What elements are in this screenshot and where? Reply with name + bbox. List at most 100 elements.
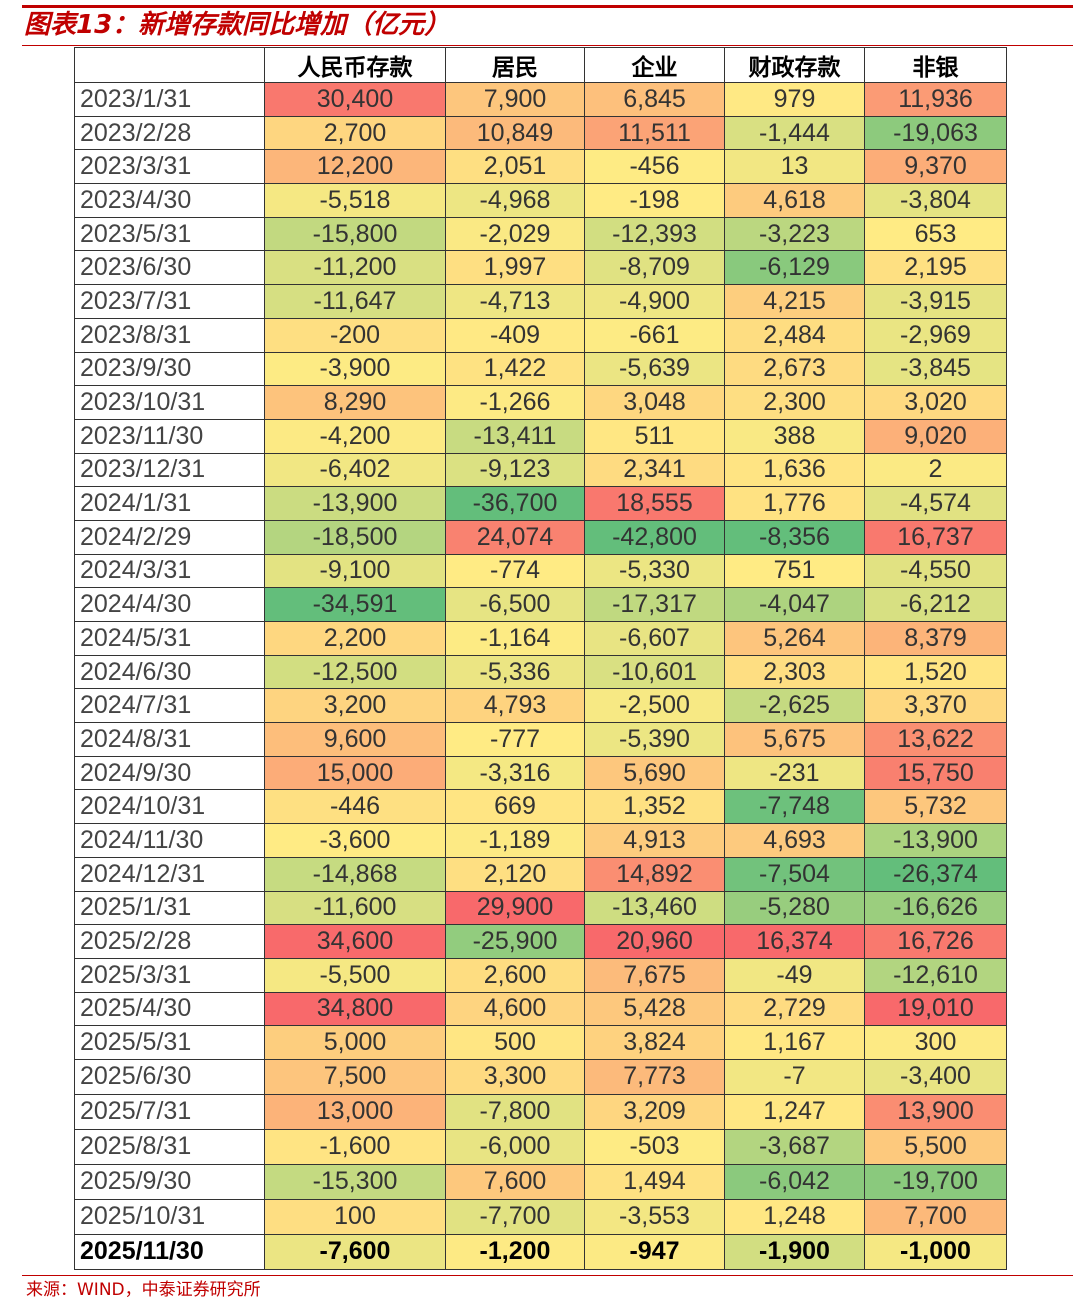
cell-non-bank: -13,900: [864, 823, 1007, 858]
cell-non-bank: 8,379: [864, 621, 1007, 656]
cell-corporate: -5,639: [584, 351, 725, 387]
cell-non-bank: 15,750: [864, 755, 1007, 791]
cell-corporate: -13,460: [584, 890, 725, 926]
cell-non-bank: 3,370: [864, 688, 1007, 724]
table-body: 2023/1/31 30,400 7,900 6,845 979 11,936 2023/2…: [74, 82, 1007, 1270]
bottom-rule: [22, 1275, 1073, 1276]
cell-corporate: -4,900: [584, 284, 725, 319]
cell-date: 2024/1/31: [74, 486, 265, 521]
cell-non-bank: 300: [864, 1025, 1007, 1060]
cell-rmb-deposits: -34,591: [264, 587, 446, 622]
cell-rmb-deposits: -14,868: [264, 856, 446, 892]
cell-rmb-deposits: -13,900: [264, 486, 446, 521]
cell-non-bank: 5,500: [864, 1128, 1007, 1165]
cell-non-bank: 9,370: [864, 149, 1007, 185]
cell-household: 24,074: [445, 519, 585, 555]
cell-non-bank: 13,900: [864, 1093, 1007, 1130]
cell-fiscal-deposits: 2,300: [724, 385, 865, 420]
cell-household: -6,000: [445, 1128, 585, 1165]
table-row: 2023/8/31 -200 -409 -661 2,484 -2,969: [74, 317, 1007, 353]
cell-corporate: -947: [584, 1233, 725, 1270]
cell-rmb-deposits: 34,800: [264, 991, 446, 1027]
cell-date: 2024/2/29: [74, 519, 265, 555]
cell-rmb-deposits: 12,200: [264, 149, 446, 185]
cell-household: -4,968: [445, 183, 585, 218]
cell-fiscal-deposits: -49: [724, 957, 865, 993]
cell-household: 1,422: [445, 351, 585, 387]
cell-fiscal-deposits: 2,484: [724, 317, 865, 353]
cell-date: 2024/6/30: [74, 654, 265, 690]
cell-date: 2024/5/31: [74, 621, 265, 656]
table-row: 2025/11/30 -7,600 -1,200 -947 -1,900 -1,000: [74, 1233, 1007, 1270]
cell-non-bank: -3,400: [864, 1058, 1007, 1095]
cell-date: 2025/8/31: [74, 1128, 265, 1165]
cell-corporate: 511: [584, 418, 725, 454]
cell-household: 7,900: [445, 82, 585, 117]
cell-rmb-deposits: 2,200: [264, 621, 446, 656]
cell-non-bank: 19,010: [864, 991, 1007, 1027]
cell-corporate: 3,824: [584, 1025, 725, 1060]
table-row: 2024/9/30 15,000 -3,316 5,690 -231 15,750: [74, 755, 1007, 791]
cell-date: 2025/9/30: [74, 1163, 265, 1200]
table-row: 2025/7/31 13,000 -7,800 3,209 1,247 13,900: [74, 1093, 1007, 1130]
cell-date: 2023/2/28: [74, 115, 265, 151]
header-fiscal-deposits: 财政存款: [724, 47, 865, 83]
table-row: 2024/2/29 -18,500 24,074 -42,800 -8,356 16,73…: [74, 519, 1007, 555]
cell-fiscal-deposits: -5,280: [724, 890, 865, 926]
cell-fiscal-deposits: -7: [724, 1058, 865, 1095]
cell-date: 2025/6/30: [74, 1058, 265, 1095]
cell-date: 2024/12/31: [74, 856, 265, 892]
deposit-table: 人民币存款 居民 企业 财政存款 非银 2023/1/31 30,400 7,900…: [74, 47, 1007, 1270]
cell-corporate: -503: [584, 1128, 725, 1165]
cell-fiscal-deposits: 388: [724, 418, 865, 454]
cell-household: -5,336: [445, 654, 585, 690]
cell-corporate: 5,690: [584, 755, 725, 791]
cell-fiscal-deposits: -1,444: [724, 115, 865, 151]
cell-non-bank: 16,726: [864, 924, 1007, 959]
cell-date: 2024/8/31: [74, 722, 265, 757]
cell-rmb-deposits: -15,300: [264, 1163, 446, 1200]
cell-rmb-deposits: -4,200: [264, 418, 446, 454]
cell-date: 2023/11/30: [74, 418, 265, 454]
cell-household: 10,849: [445, 115, 585, 151]
cell-household: -7,800: [445, 1093, 585, 1130]
cell-corporate: -8,709: [584, 250, 725, 286]
table-row: 2024/10/31 -446 669 1,352 -7,748 5,732: [74, 789, 1007, 825]
cell-household: -777: [445, 722, 585, 757]
cell-rmb-deposits: 15,000: [264, 755, 446, 791]
table-row: 2024/3/31 -9,100 -774 -5,330 751 -4,550: [74, 553, 1007, 589]
cell-non-bank: -4,550: [864, 553, 1007, 589]
cell-corporate: -17,317: [584, 587, 725, 622]
cell-household: 2,120: [445, 856, 585, 892]
cell-household: -7,700: [445, 1198, 585, 1235]
cell-household: -774: [445, 553, 585, 589]
cell-rmb-deposits: 3,200: [264, 688, 446, 724]
cell-corporate: -10,601: [584, 654, 725, 690]
cell-corporate: 14,892: [584, 856, 725, 892]
table-row: 2025/5/31 5,000 500 3,824 1,167 300: [74, 1025, 1007, 1060]
cell-non-bank: 7,700: [864, 1198, 1007, 1235]
table-row: 2025/3/31 -5,500 2,600 7,675 -49 -12,610: [74, 957, 1007, 993]
table-header-row: 人民币存款 居民 企业 财政存款 非银: [74, 47, 1007, 83]
cell-rmb-deposits: -3,600: [264, 823, 446, 858]
cell-fiscal-deposits: 2,673: [724, 351, 865, 387]
header-corporate: 企业: [584, 47, 725, 83]
header-rmb-deposits: 人民币存款: [264, 47, 446, 83]
cell-fiscal-deposits: 1,248: [724, 1198, 865, 1235]
cell-fiscal-deposits: 2,303: [724, 654, 865, 690]
cell-rmb-deposits: -7,600: [264, 1233, 446, 1270]
cell-rmb-deposits: 34,600: [264, 924, 446, 959]
cell-non-bank: -2,969: [864, 317, 1007, 353]
cell-date: 2024/11/30: [74, 823, 265, 858]
cell-rmb-deposits: -9,100: [264, 553, 446, 589]
cell-non-bank: -1,000: [864, 1233, 1007, 1270]
table-row: 2025/1/31 -11,600 29,900 -13,460 -5,280 -16,6…: [74, 890, 1007, 926]
cell-fiscal-deposits: -1,900: [724, 1233, 865, 1270]
table-row: 2024/1/31 -13,900 -36,700 18,555 1,776 -4,574: [74, 486, 1007, 521]
cell-corporate: 3,209: [584, 1093, 725, 1130]
cell-corporate: 4,913: [584, 823, 725, 858]
cell-fiscal-deposits: -2,625: [724, 688, 865, 724]
table-row: 2024/7/31 3,200 4,793 -2,500 -2,625 3,370: [74, 688, 1007, 724]
cell-household: -1,266: [445, 385, 585, 420]
header-non-bank: 非银: [864, 47, 1007, 83]
